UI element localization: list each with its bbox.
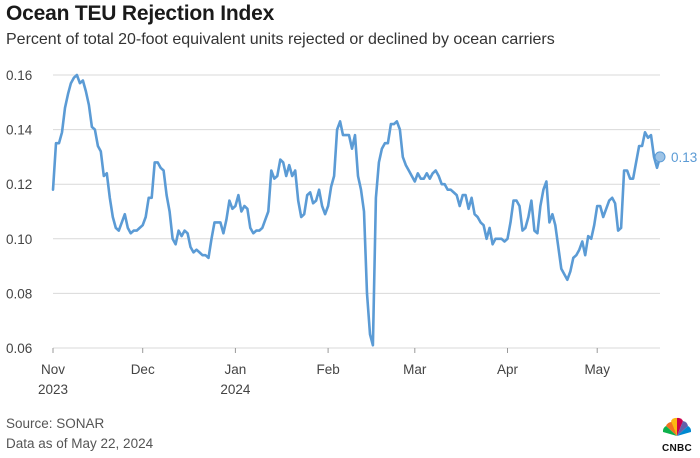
y-tick-label: 0.06 (6, 341, 32, 356)
x-tick-year-label: 2024 (220, 382, 251, 397)
source-note: Source: SONAR (6, 416, 105, 431)
peacock-icon (662, 417, 692, 436)
chart-subtitle: Percent of total 20-foot equivalent unit… (6, 31, 555, 48)
data-date-note: Data as of May 22, 2024 (6, 436, 154, 451)
x-tick-label: Mar (403, 362, 427, 377)
x-tick-label: May (584, 362, 610, 377)
y-tick-label: 0.08 (6, 286, 32, 301)
y-tick-label: 0.16 (6, 68, 32, 83)
x-tick-label: Feb (316, 362, 339, 377)
x-tick-label: Nov (41, 362, 65, 377)
y-tick-label: 0.14 (6, 123, 33, 138)
series-line (51, 73, 662, 347)
y-tick-label: 0.12 (6, 177, 32, 192)
x-tick-label: Jan (225, 362, 247, 377)
logo-wordmark: CNBC (661, 443, 693, 454)
end-value-label: 0.13 (671, 150, 697, 165)
x-tick-label: Dec (131, 362, 155, 377)
cnbc-logo: CNBC (660, 416, 694, 454)
chart-title: Ocean TEU Rejection Index (6, 2, 275, 25)
end-point-marker (654, 151, 666, 163)
x-tick-label: Apr (497, 362, 519, 377)
x-tick-year-label: 2023 (38, 382, 68, 397)
y-tick-label: 0.10 (6, 232, 32, 247)
